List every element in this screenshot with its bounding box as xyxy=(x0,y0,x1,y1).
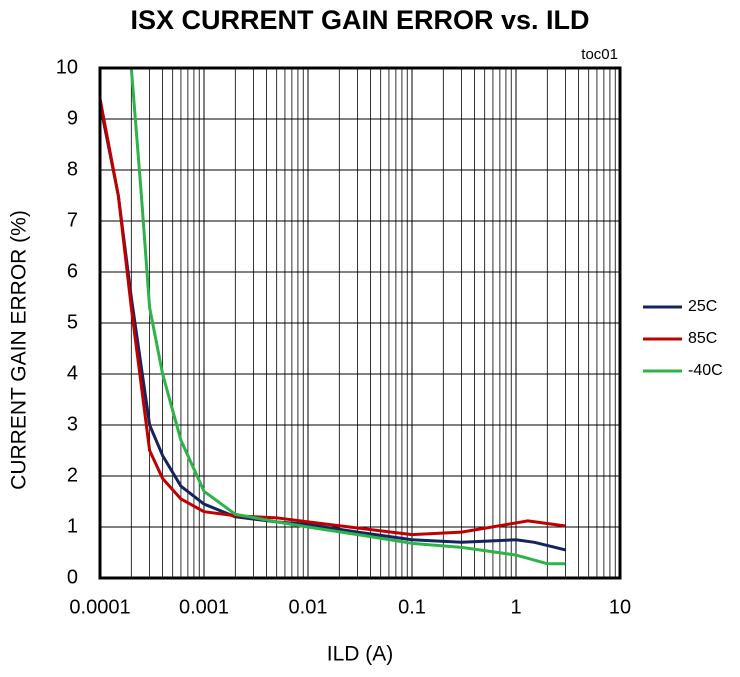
x-tick-label: 0.01 xyxy=(289,596,328,618)
chart-title: ISX CURRENT GAIN ERROR vs. ILD xyxy=(130,5,589,35)
y-axis-label: CURRENT GAIN ERROR (%) xyxy=(8,210,31,490)
plot-frame xyxy=(98,66,622,580)
y-tick-label: 1 xyxy=(67,515,78,537)
series-line xyxy=(129,67,566,566)
y-tick-label: 6 xyxy=(67,260,78,282)
annotation: toc01 xyxy=(581,46,618,63)
series-line xyxy=(98,103,566,552)
x-tick-label: 0.1 xyxy=(398,596,426,618)
x-tick-label: 1 xyxy=(510,596,521,618)
y-tick-label: 5 xyxy=(67,311,78,333)
y-tick-label: 9 xyxy=(67,107,78,129)
y-tick-label: 7 xyxy=(67,209,78,231)
legend-label: 25C xyxy=(688,298,717,315)
y-tick-label: 0 xyxy=(67,566,78,588)
x-tick-label: 10 xyxy=(609,596,631,618)
y-tick-label: 10 xyxy=(56,56,78,78)
x-tick-label: 0.0001 xyxy=(69,596,130,618)
legend-label: -40C xyxy=(688,362,723,379)
y-tick-label: 4 xyxy=(67,362,78,384)
y-tick-label: 3 xyxy=(67,413,78,435)
legend-label: 85C xyxy=(688,330,717,347)
y-tick-label: 8 xyxy=(67,158,78,180)
y-tick-label: 2 xyxy=(67,464,78,486)
x-tick-label: 0.001 xyxy=(179,596,229,618)
x-axis-label: ILD (A) xyxy=(327,643,394,666)
